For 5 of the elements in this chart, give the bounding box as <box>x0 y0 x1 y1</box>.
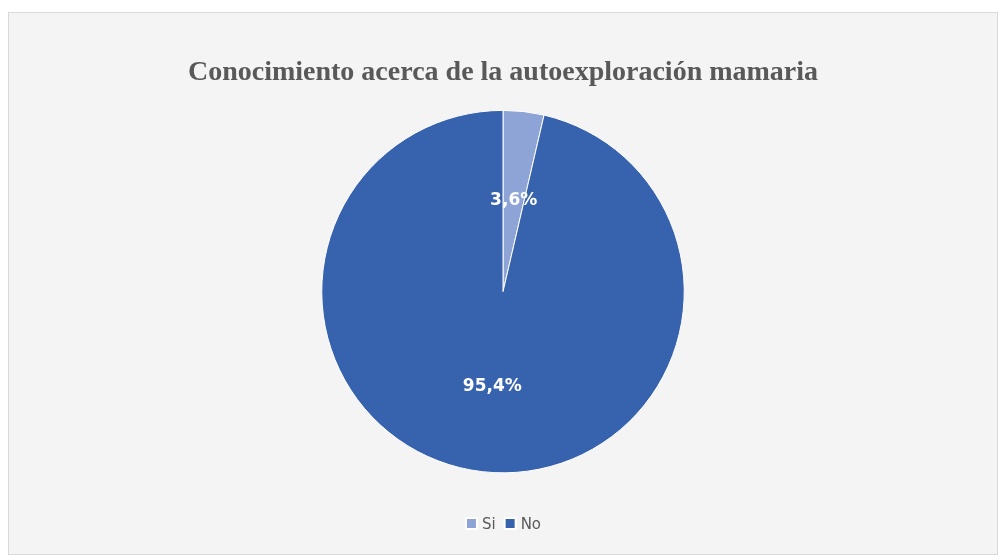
chart-title: Conocimiento acerca de la autoexploración mamaria <box>187 54 819 86</box>
data-label: 3,6% <box>490 188 538 209</box>
data-label: 95,4% <box>462 374 522 395</box>
legend-label: Si <box>481 514 496 533</box>
legend-label: No <box>520 514 542 533</box>
